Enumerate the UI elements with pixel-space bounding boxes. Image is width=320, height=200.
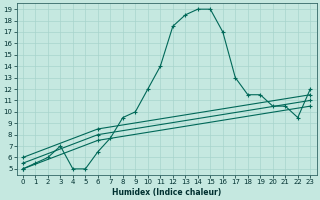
X-axis label: Humidex (Indice chaleur): Humidex (Indice chaleur) [112, 188, 221, 197]
